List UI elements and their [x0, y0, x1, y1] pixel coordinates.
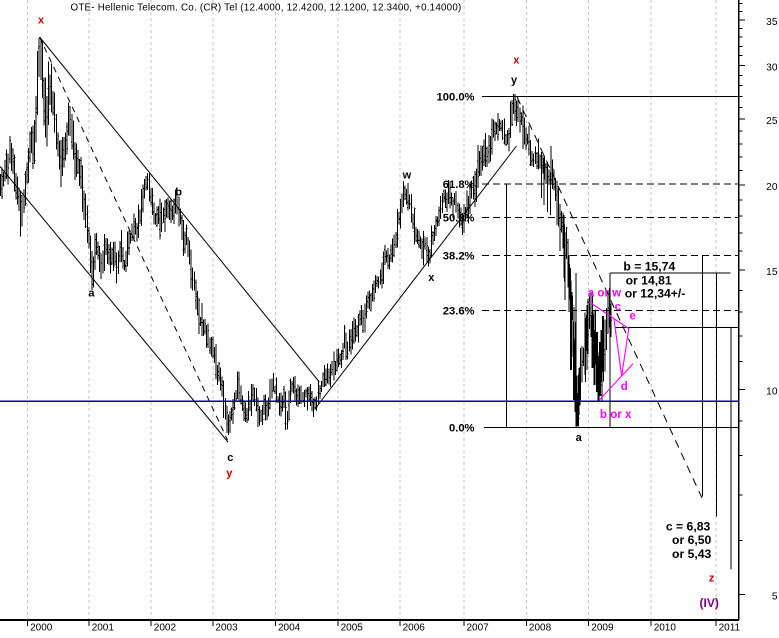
- svg-text:0.0%: 0.0%: [449, 423, 475, 435]
- svg-text:z: z: [709, 573, 715, 585]
- svg-text:OTE- Hellenic Telecom. Co. (CR: OTE- Hellenic Telecom. Co. (CR) Tel (12.…: [71, 3, 462, 14]
- svg-text:10: 10: [766, 387, 778, 398]
- svg-text:2007: 2007: [467, 623, 490, 634]
- svg-text:2001: 2001: [92, 623, 115, 634]
- svg-text:2009: 2009: [591, 623, 614, 634]
- svg-text:2003: 2003: [215, 623, 238, 634]
- svg-text:w: w: [402, 169, 412, 181]
- svg-text:2002: 2002: [154, 623, 177, 634]
- svg-text:20: 20: [766, 182, 778, 193]
- svg-text:35: 35: [766, 17, 778, 28]
- svg-text:c: c: [615, 301, 622, 314]
- svg-text:2004: 2004: [278, 623, 301, 634]
- svg-text:2006: 2006: [403, 623, 426, 634]
- svg-text:c = 6,83: c = 6,83: [666, 520, 711, 534]
- svg-text:c: c: [227, 452, 233, 464]
- svg-text:2008: 2008: [529, 623, 552, 634]
- svg-text:61.8%: 61.8%: [443, 179, 475, 191]
- svg-text:a: a: [576, 432, 583, 444]
- svg-text:a: a: [88, 287, 95, 299]
- svg-text:e: e: [629, 309, 636, 322]
- svg-text:or 12,34+/-: or 12,34+/-: [625, 286, 686, 300]
- svg-text:b = 15,74: b = 15,74: [623, 260, 675, 274]
- svg-text:23.6%: 23.6%: [443, 305, 475, 317]
- svg-text:30: 30: [766, 62, 778, 73]
- svg-text:25: 25: [766, 116, 778, 127]
- svg-text:50.0%: 50.0%: [443, 213, 475, 225]
- svg-text:2011: 2011: [719, 623, 741, 634]
- svg-text:x: x: [38, 14, 45, 26]
- svg-text:x: x: [513, 55, 520, 67]
- svg-text:y: y: [226, 468, 233, 480]
- svg-text:d: d: [621, 380, 628, 393]
- svg-text:y: y: [511, 75, 518, 87]
- svg-text:b or x: b or x: [600, 408, 632, 421]
- svg-text:x: x: [428, 272, 435, 284]
- svg-text:2000: 2000: [30, 623, 53, 634]
- svg-text:b: b: [175, 187, 182, 199]
- svg-text:5: 5: [772, 591, 778, 602]
- svg-text:2005: 2005: [341, 623, 364, 634]
- svg-text:(IV): (IV): [700, 596, 719, 610]
- svg-text:or 14,81: or 14,81: [626, 273, 672, 287]
- svg-text:15: 15: [766, 267, 778, 278]
- svg-text:2010: 2010: [654, 623, 677, 634]
- svg-text:or 5,43: or 5,43: [672, 547, 712, 561]
- svg-text:a or w: a or w: [588, 287, 622, 300]
- svg-text:100.0%: 100.0%: [437, 92, 475, 104]
- svg-text:or 6,50: or 6,50: [672, 533, 712, 547]
- svg-text:38.2%: 38.2%: [443, 250, 475, 262]
